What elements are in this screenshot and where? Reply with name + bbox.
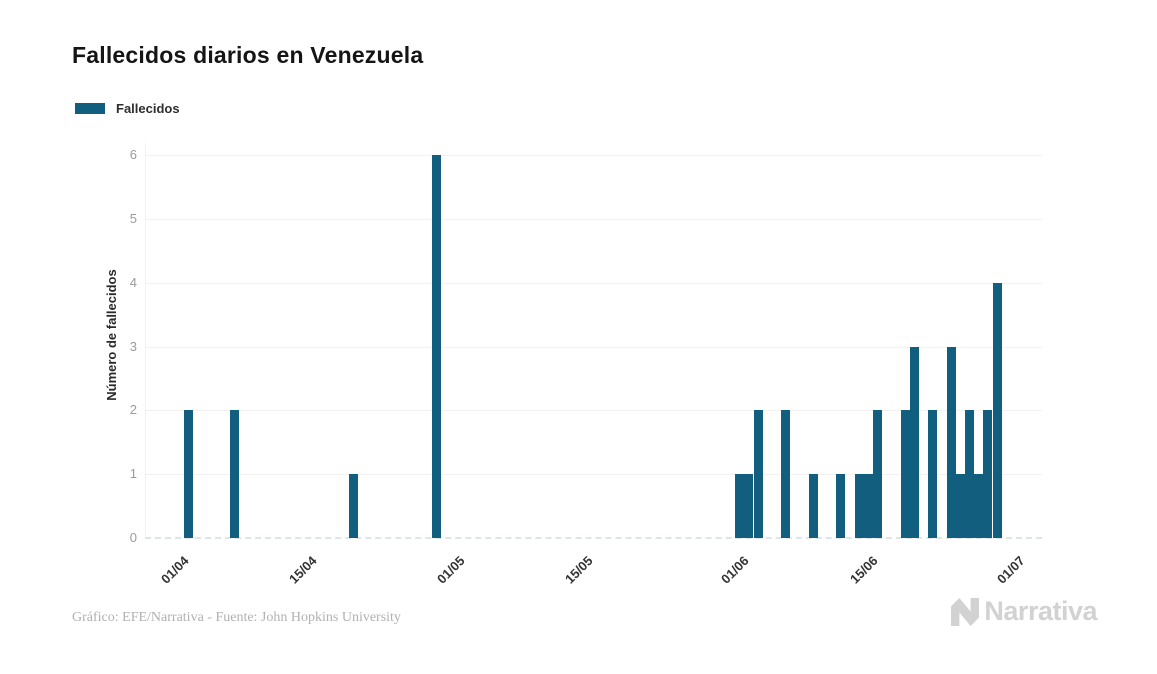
gridline	[145, 155, 1042, 157]
bar[interactable]	[992, 282, 1002, 538]
gridline	[145, 474, 1042, 476]
bar[interactable]	[955, 474, 965, 538]
bar[interactable]	[974, 474, 984, 538]
bar[interactable]	[229, 410, 239, 538]
bar[interactable]	[808, 474, 818, 538]
gridline	[145, 218, 1042, 220]
bar[interactable]	[873, 410, 883, 538]
bar[interactable]	[983, 410, 993, 538]
x-tick-label: 01/05	[433, 553, 468, 587]
bar[interactable]	[735, 474, 745, 538]
legend-label: Fallecidos	[116, 101, 180, 116]
bar[interactable]	[965, 410, 975, 538]
bar[interactable]	[349, 474, 359, 538]
y-tick-label: 1	[129, 466, 137, 482]
x-tick-label: 15/06	[847, 553, 881, 587]
bar[interactable]	[900, 410, 910, 538]
bar[interactable]	[781, 410, 791, 538]
bar[interactable]	[183, 410, 193, 538]
x-axis-baseline	[145, 537, 1042, 539]
gridline	[145, 410, 1042, 412]
y-tick-label: 5	[129, 210, 137, 226]
chart-title: Fallecidos diarios en Venezuela	[72, 42, 424, 68]
bar[interactable]	[836, 474, 846, 538]
narrativa-logo: Narrativa	[951, 596, 1097, 627]
x-tick-label: 15/05	[562, 553, 596, 587]
source-credit: Gráfico: EFE/Narrativa - Fuente: John Ho…	[72, 610, 401, 625]
y-axis-line	[145, 143, 146, 538]
bar[interactable]	[928, 410, 938, 538]
y-tick-label: 4	[129, 274, 137, 290]
narrativa-logo-icon	[951, 597, 980, 626]
x-tick-label: 01/06	[718, 553, 752, 587]
bar[interactable]	[432, 155, 441, 538]
gridline	[145, 282, 1042, 284]
y-tick-label: 6	[129, 147, 137, 163]
narrativa-logo-text: Narrativa	[984, 596, 1097, 626]
y-tick-label: 0	[129, 530, 137, 545]
bar[interactable]	[744, 474, 754, 538]
legend-item-fallecidos[interactable]: Fallecidos	[75, 101, 180, 116]
gridline	[145, 346, 1042, 348]
legend-swatch-icon	[75, 103, 105, 114]
bar[interactable]	[863, 474, 873, 538]
y-tick-label: 3	[129, 338, 137, 354]
bar[interactable]	[753, 410, 763, 538]
bar[interactable]	[946, 346, 956, 538]
y-tick-label: 2	[129, 402, 137, 418]
bar[interactable]	[854, 474, 864, 538]
bar[interactable]	[909, 346, 919, 538]
